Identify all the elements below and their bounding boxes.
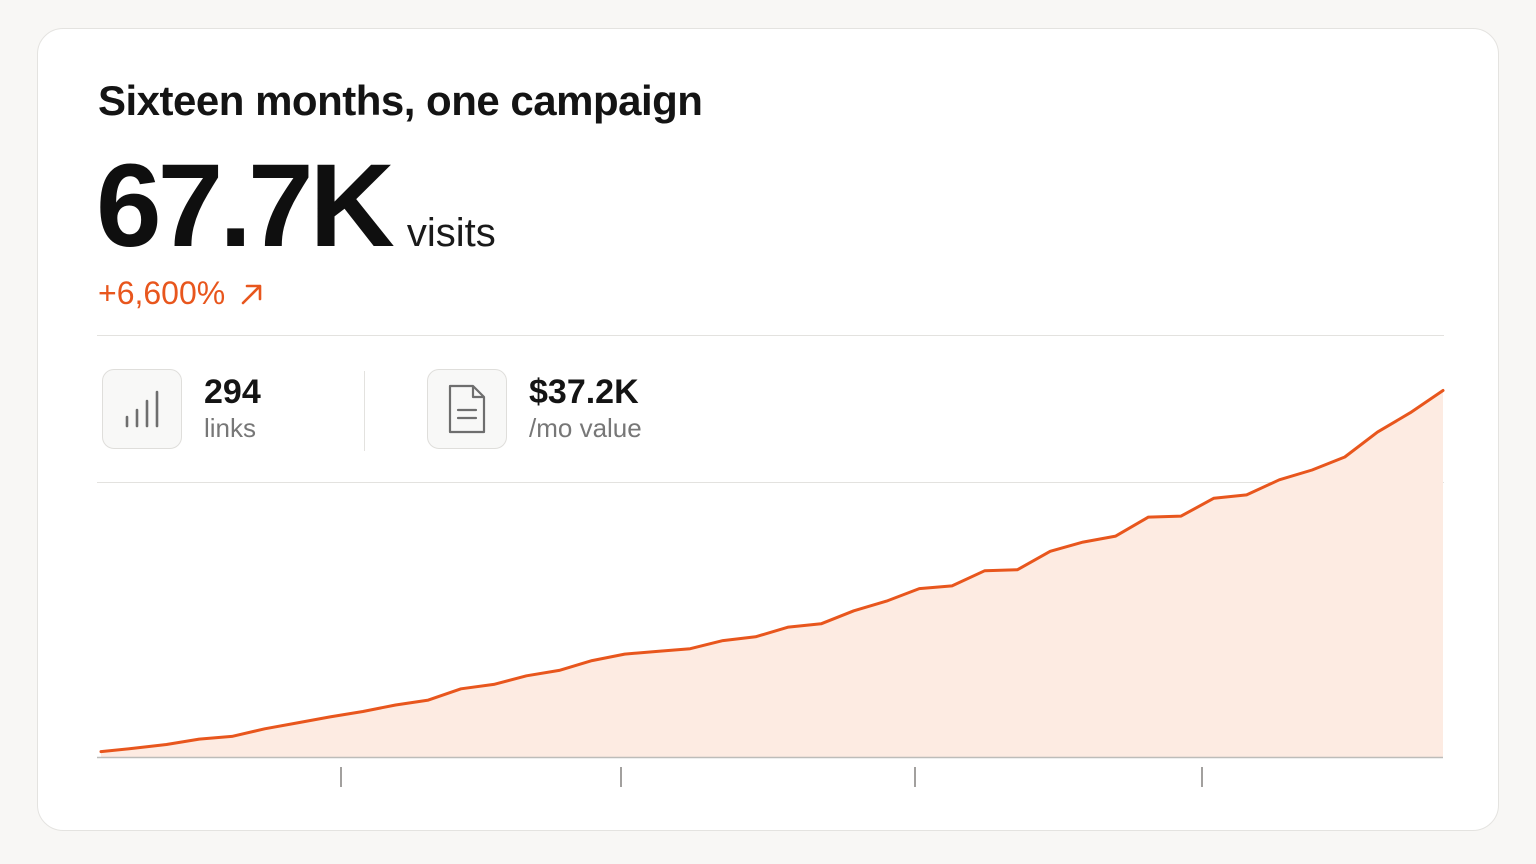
stat-value-label: /mo value — [529, 412, 642, 443]
divider-top — [97, 335, 1444, 336]
divider-chart — [97, 482, 1444, 483]
document-icon — [427, 369, 507, 449]
headline-value: 67.7K — [96, 140, 395, 272]
stat-separator — [364, 371, 365, 451]
series-line — [99, 389, 1445, 754]
stat-links-label: links — [204, 412, 257, 443]
headline-unit: visits — [406, 211, 496, 255]
stat-links: 294 links — [102, 369, 261, 449]
stat-links-value: 294 — [204, 372, 261, 411]
visits-area-chart — [97, 389, 1445, 787]
stat-value-amount: $37.2K — [529, 372, 639, 411]
change-value: +6,600% — [98, 275, 226, 311]
campaign-card: Sixteen months, one campaign 67.7K visit… — [37, 28, 1499, 831]
card-title: Sixteen months, one campaign — [98, 77, 703, 124]
stat-value: $37.2K /mo value — [427, 369, 642, 449]
arrow-up-right-icon — [241, 284, 262, 304]
area-fill — [101, 390, 1443, 757]
headline-metric: 67.7K visits — [96, 147, 496, 265]
bar-chart-icon — [102, 369, 182, 449]
change-indicator: +6,600% — [98, 275, 265, 312]
